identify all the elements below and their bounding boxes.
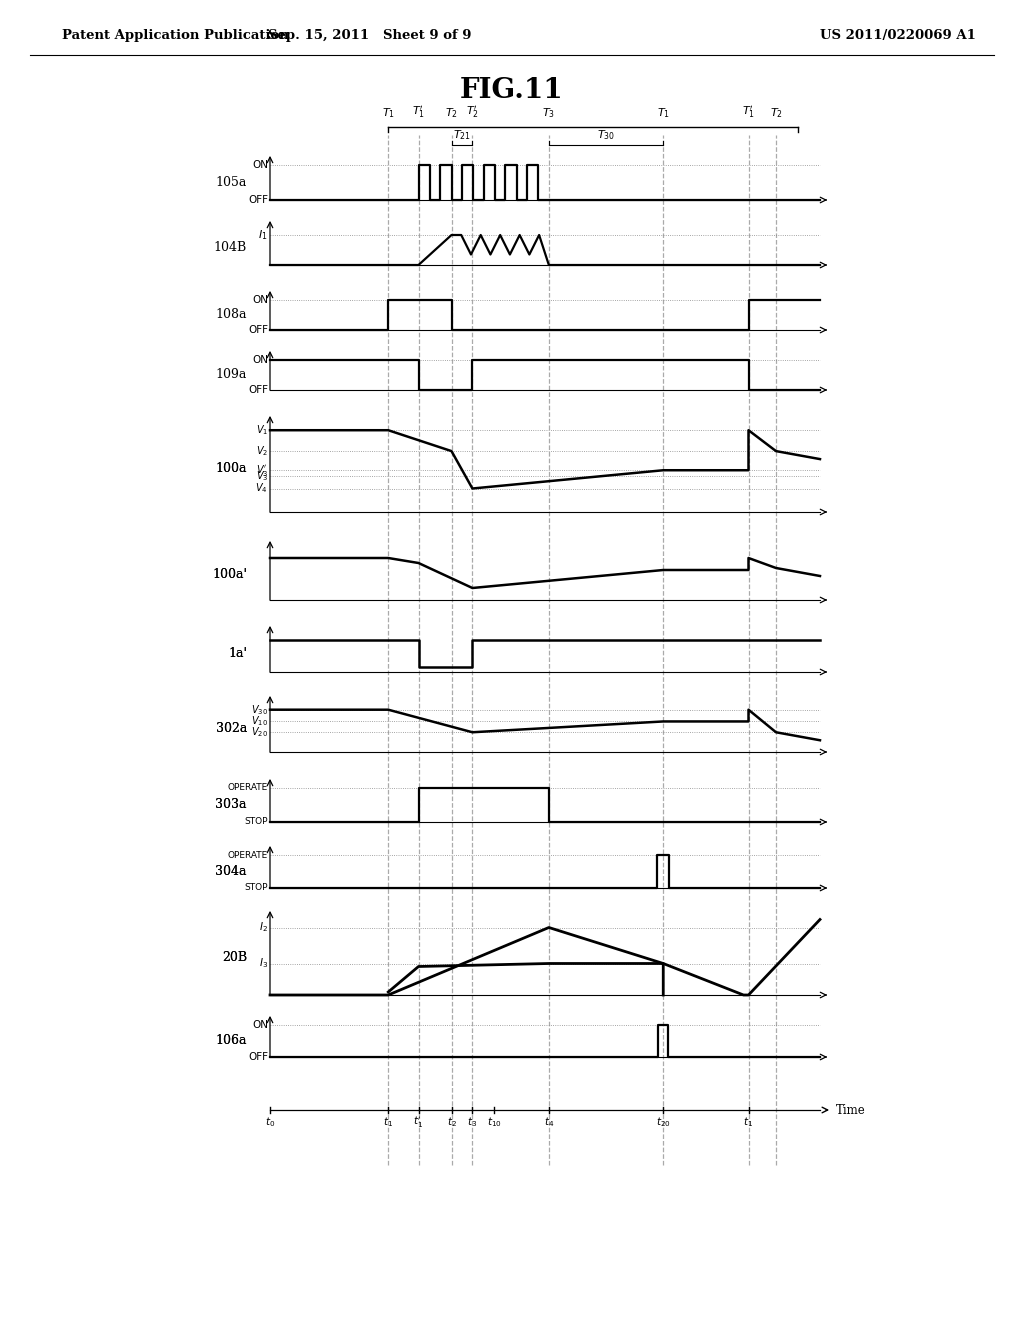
Text: OFF: OFF [248,385,268,395]
Text: 303a: 303a [215,799,247,812]
Text: $t_1$: $t_1$ [743,1115,754,1129]
Text: $V_1$: $V_1$ [256,424,268,437]
Text: $t_{20}$: $t_{20}$ [655,1115,671,1129]
Text: ON: ON [252,294,268,305]
Text: $T_1$: $T_1$ [656,106,670,120]
Text: STOP: STOP [245,883,268,892]
Text: $V_4$: $V_4$ [255,482,268,495]
Text: ON: ON [252,160,268,170]
Text: OFF: OFF [248,195,268,205]
Text: 100a: 100a [215,462,247,475]
Text: $T_2$: $T_2$ [445,106,458,120]
Text: $V_3'$: $V_3'$ [256,463,268,478]
Text: 304a: 304a [215,865,247,878]
Text: STOP: STOP [245,817,268,826]
Text: $I_3$: $I_3$ [259,957,268,970]
Text: $t_2$: $t_2$ [446,1115,457,1129]
Text: Sep. 15, 2011   Sheet 9 of 9: Sep. 15, 2011 Sheet 9 of 9 [268,29,472,41]
Text: $T_3$: $T_3$ [543,106,555,120]
Text: $t_{10}$: $t_{10}$ [487,1115,502,1129]
Text: $T_{21}$: $T_{21}$ [453,128,471,143]
Text: 1a': 1a' [228,647,247,660]
Text: Patent Application Publication: Patent Application Publication [62,29,289,41]
Text: $t_1'$: $t_1'$ [414,1115,424,1130]
Text: $V_{10}$: $V_{10}$ [251,714,268,729]
Text: $T_1$: $T_1$ [382,106,395,120]
Text: 100a': 100a' [212,569,247,582]
Text: 106a: 106a [215,1035,247,1048]
Text: 105a: 105a [216,176,247,189]
Text: 303a: 303a [215,799,247,812]
Text: 20B: 20B [222,950,247,964]
Text: 302a: 302a [216,722,247,735]
Text: 304a: 304a [215,865,247,878]
Text: $t_1$: $t_1$ [383,1115,393,1129]
Text: 20B: 20B [222,950,247,964]
Text: ON: ON [252,1020,268,1030]
Text: $V_2$: $V_2$ [256,445,268,458]
Text: $V_{20}$: $V_{20}$ [251,726,268,739]
Text: $T_{30}$: $T_{30}$ [597,128,615,143]
Text: $t_4$: $t_4$ [544,1115,554,1129]
Text: $I_2$: $I_2$ [259,920,268,935]
Text: OFF: OFF [248,325,268,335]
Text: $t_3$: $t_3$ [467,1115,477,1129]
Text: $T_2'$: $T_2'$ [466,104,479,120]
Text: OPERATE: OPERATE [227,850,268,859]
Text: $T_1'$: $T_1'$ [742,104,755,120]
Text: Time: Time [836,1104,865,1117]
Text: US 2011/0220069 A1: US 2011/0220069 A1 [820,29,976,41]
Text: $T_2$: $T_2$ [769,106,782,120]
Text: $I_1$: $I_1$ [258,228,268,242]
Text: 108a: 108a [215,309,247,322]
Text: 302a: 302a [216,722,247,735]
Text: $t_0$: $t_0$ [265,1115,275,1129]
Text: 100a': 100a' [212,569,247,582]
Text: 106a: 106a [215,1035,247,1048]
Text: $V_3$: $V_3$ [256,470,268,483]
Text: OPERATE: OPERATE [227,784,268,792]
Text: OFF: OFF [248,1052,268,1063]
Text: $T_1'$: $T_1'$ [412,104,425,120]
Text: FIG.11: FIG.11 [460,77,564,103]
Text: 104B: 104B [214,242,247,253]
Text: 100a: 100a [215,462,247,475]
Text: ON: ON [252,355,268,366]
Text: 1a': 1a' [228,647,247,660]
Text: 109a: 109a [216,368,247,381]
Text: $V_{30}$: $V_{30}$ [251,702,268,717]
